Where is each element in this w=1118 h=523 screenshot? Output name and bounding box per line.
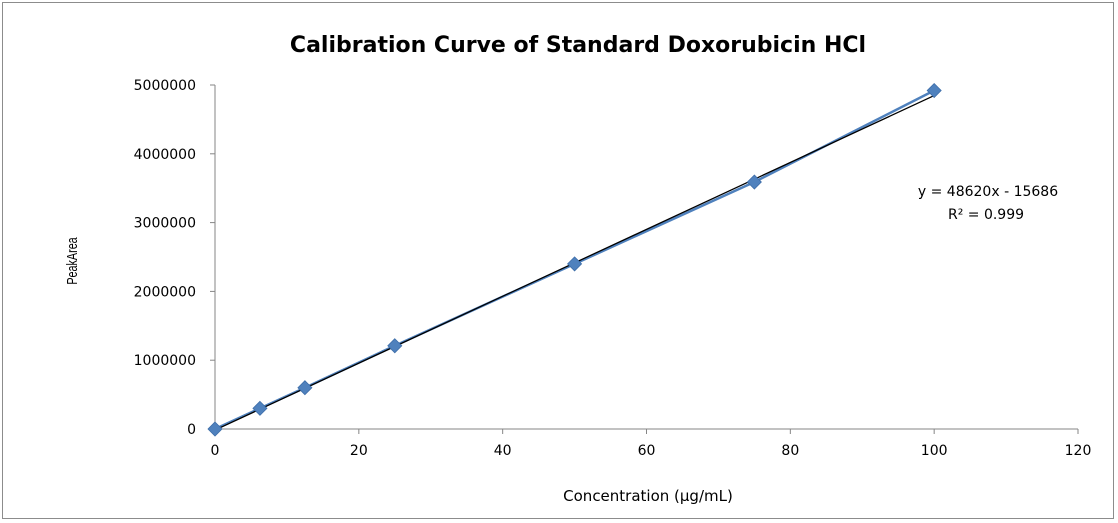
y-tick-label: 4000000 [134, 147, 196, 163]
calibration-chart: Calibration Curve of Standard Doxorubici… [63, 33, 1092, 505]
x-axis-label: Concentration (μg/mL) [563, 487, 733, 505]
trendline-equation: y = 48620x - 15686 [918, 184, 1058, 200]
x-tick-label: 40 [494, 443, 512, 459]
data-point [207, 421, 223, 437]
y-tick-label: 1000000 [134, 353, 196, 369]
x-tick-label: 80 [781, 443, 799, 459]
y-tick-label: 0 [187, 422, 196, 438]
data-point [926, 82, 942, 99]
trendline-r-squared: R² = 0.999 [948, 207, 1024, 223]
y-tick-label: 5000000 [134, 78, 196, 94]
data-point [387, 338, 403, 354]
x-tick-label: 120 [1065, 443, 1092, 459]
x-tick-label: 60 [638, 443, 656, 459]
y-tick-label: 2000000 [134, 284, 196, 300]
data-point [746, 174, 762, 190]
x-tick-label: 100 [921, 443, 948, 459]
chart-title: Calibration Curve of Standard Doxorubici… [290, 33, 866, 58]
y-tick-label: 3000000 [134, 216, 196, 232]
x-tick-label: 0 [211, 443, 220, 459]
data-point [252, 400, 268, 416]
data-point [567, 256, 583, 272]
x-tick-label: 20 [350, 443, 368, 459]
data-point [297, 380, 313, 396]
y-axis-label: PeakArea [63, 237, 80, 285]
